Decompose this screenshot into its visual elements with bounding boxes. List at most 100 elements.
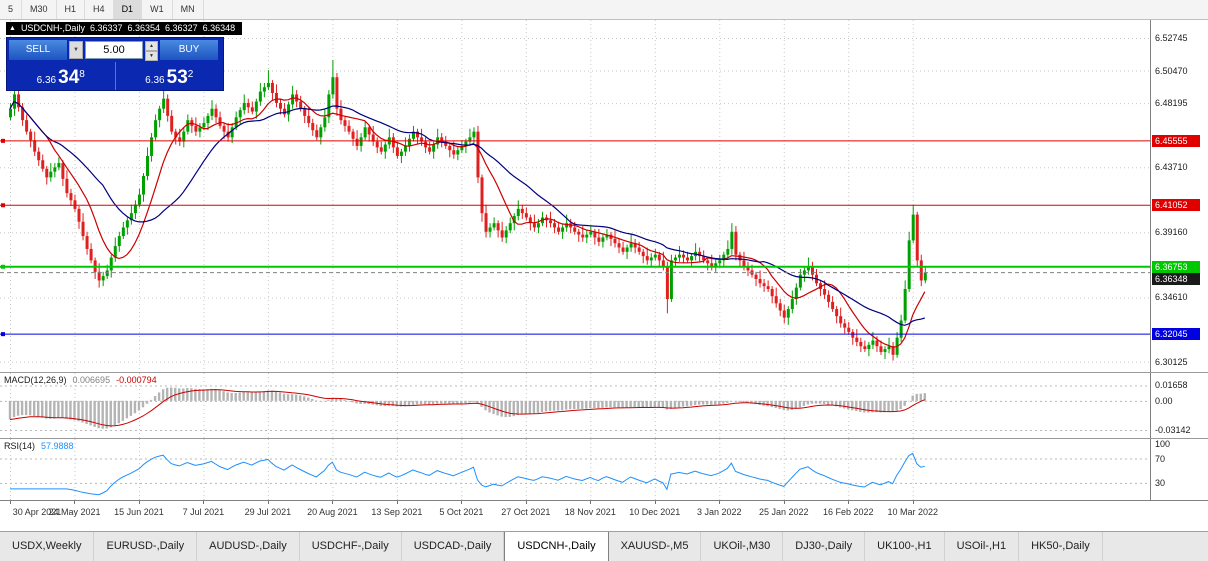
timeframe-button-d1[interactable]: D1: [113, 0, 143, 19]
line-handle[interactable]: [1, 138, 5, 143]
symbol-period-label: USDCNH-,Daily: [20, 23, 85, 33]
timeframe-button-5[interactable]: 5: [0, 0, 23, 19]
time-tick-mark: [912, 501, 914, 504]
time-tick-mark: [590, 501, 592, 504]
macd-label: MACD(12,26,9): [4, 375, 67, 385]
time-axis-label: 30 Apr 2021: [12, 507, 62, 517]
time-tick-mark: [332, 501, 334, 504]
macd-signal-line: [9, 389, 925, 427]
rsi-plot[interactable]: [0, 439, 1150, 500]
buy-button[interactable]: BUY: [160, 40, 218, 60]
price-axis[interactable]: 6.52745 6.50470 6.48195 6.43710 6.39160 6.346…: [1150, 20, 1207, 372]
line-handle[interactable]: [1, 264, 5, 269]
vertical-gridlines: [10, 439, 914, 500]
chart-tab[interactable]: UKOil-,M30: [701, 532, 784, 561]
time-tick-mark: [848, 501, 850, 504]
price-tick-label: 6.48195: [1155, 98, 1188, 109]
volume-spin-down-button[interactable]: ▼: [145, 51, 158, 61]
macd-main-value: 0.006695: [72, 375, 111, 385]
time-axis-label: 27 Oct 2021: [501, 507, 551, 517]
chart-tab[interactable]: USDCAD-,Daily: [402, 532, 505, 561]
ohlc-open: 6.36337: [89, 23, 123, 33]
time-tick-mark: [783, 501, 785, 504]
chart-tab[interactable]: USOil-,H1: [945, 532, 1020, 561]
sell-price-sup: 8: [79, 69, 85, 80]
time-tick-mark: [396, 501, 398, 504]
time-axis-label: 20 Aug 2021: [307, 507, 358, 517]
time-axis-label: 29 Jul 2021: [244, 507, 292, 517]
collapse-icon[interactable]: ▲: [9, 25, 16, 32]
price-tick-label: 6.43710: [1155, 162, 1188, 173]
macd-plot[interactable]: [0, 373, 1150, 438]
time-tick-mark: [74, 501, 76, 504]
time-tick-mark: [267, 501, 269, 504]
timeframe-button-mn[interactable]: MN: [173, 0, 204, 19]
timeframe-button-m30[interactable]: M30: [22, 0, 57, 19]
price-line-badge: 6.41052: [1152, 199, 1200, 212]
time-tick-mark: [138, 501, 140, 504]
chart-tab[interactable]: HK50-,Daily: [1019, 532, 1103, 561]
price-line-badge: 6.45555: [1152, 134, 1200, 147]
chart-tab[interactable]: USDCNH-,Daily: [504, 532, 609, 561]
rsi-value: 57.9888: [41, 441, 74, 451]
price-pane[interactable]: 6.52745 6.50470 6.48195 6.43710 6.39160 6.346…: [0, 20, 1208, 372]
macd-pane[interactable]: 0.01658 0.00 -0.03142 MACD(12,26,9) 0.0066…: [0, 372, 1208, 438]
rsi-pane[interactable]: 100 70 30 RSI(14) 57.9888: [0, 438, 1208, 500]
price-line-badge: 6.36348: [1152, 272, 1200, 285]
chart-tab[interactable]: USDX,Weekly: [0, 532, 95, 561]
volume-dropdown-button[interactable]: ▼: [69, 41, 83, 59]
chart-tab[interactable]: XAUUSD-,M5: [609, 532, 702, 561]
sell-price[interactable]: 6.36 34 8: [7, 62, 115, 90]
price-tick-label: 6.30125: [1155, 356, 1188, 367]
moving-averages: [9, 97, 926, 348]
time-axis-label: 5 Oct 2021: [439, 507, 484, 517]
timeframe-toolbar: 5 M30 H1 H4 D1 W1 MN: [0, 0, 1208, 20]
time-axis-label: 25 Jan 2022: [758, 507, 809, 517]
sell-price-big: 34: [58, 67, 80, 88]
chart-tab[interactable]: DJ30-,Daily: [783, 532, 866, 561]
time-axis-label: 3 Jan 2022: [696, 507, 742, 517]
time-axis-label: 15 Jun 2021: [114, 507, 164, 517]
macd-axis: 0.01658 0.00 -0.03142: [1150, 373, 1207, 438]
time-tick-mark: [654, 501, 656, 504]
time-axis-label: 13 Sep 2021: [371, 507, 423, 517]
chart-tab[interactable]: EURUSD-,Daily: [94, 532, 198, 561]
volume-input[interactable]: [85, 41, 143, 59]
line-handle[interactable]: [1, 332, 5, 337]
timeframe-button-h4[interactable]: H4: [85, 0, 114, 19]
time-tick-mark: [525, 501, 527, 504]
time-axis-label: 24 May 2021: [48, 507, 101, 517]
rsi-tick-label: 30: [1155, 477, 1166, 488]
one-click-trading-panel: SELL ▼ ▲ ▼ BUY 6.36 34 8 6.36 53 2: [6, 37, 224, 91]
sell-price-small: 6.36: [36, 75, 57, 86]
macd-signal-value: -0.000794: [116, 375, 157, 385]
macd-tick-label: -0.03142: [1155, 425, 1191, 436]
chart-tab[interactable]: UK100-,H1: [865, 532, 945, 561]
price-tick-label: 6.39160: [1155, 227, 1188, 238]
time-tick-mark: [10, 501, 11, 504]
ohlc-high: 6.36354: [127, 23, 161, 33]
time-axis[interactable]: 30 Apr 2021 24 May 2021 15 Jun 2021 7 Jul 2…: [0, 500, 1208, 531]
chart-tab[interactable]: AUDUSD-,Daily: [197, 532, 300, 561]
time-axis-label: 7 Jul 2021: [182, 507, 225, 517]
chart-tab[interactable]: USDCHF-,Daily: [300, 532, 402, 561]
price-line-badge: 6.32045: [1152, 328, 1200, 341]
macd-header: MACD(12,26,9) 0.006695 -0.000794: [4, 375, 157, 385]
time-tick-mark: [461, 501, 463, 504]
timeframe-button-w1[interactable]: W1: [142, 0, 173, 19]
buy-price-big: 53: [166, 67, 188, 88]
sell-button[interactable]: SELL: [9, 40, 67, 60]
candles-series: [9, 60, 927, 361]
rsi-tick-label: 70: [1155, 453, 1166, 464]
buy-price-sup: 2: [187, 69, 194, 80]
timeframe-button-h1[interactable]: H1: [57, 0, 86, 19]
macd-tick-label: 0.00: [1155, 395, 1173, 406]
price-tick-label: 6.50470: [1155, 65, 1188, 76]
buy-price[interactable]: 6.36 53 2: [114, 62, 224, 90]
macd-tick-label: 0.01658: [1155, 380, 1188, 391]
volume-spin-up-button[interactable]: ▲: [145, 41, 158, 51]
price-chart-plot[interactable]: [0, 20, 1150, 372]
price-tick-label: 6.52745: [1155, 32, 1188, 43]
price-level-lines: [0, 138, 1150, 337]
line-handle[interactable]: [1, 203, 5, 208]
